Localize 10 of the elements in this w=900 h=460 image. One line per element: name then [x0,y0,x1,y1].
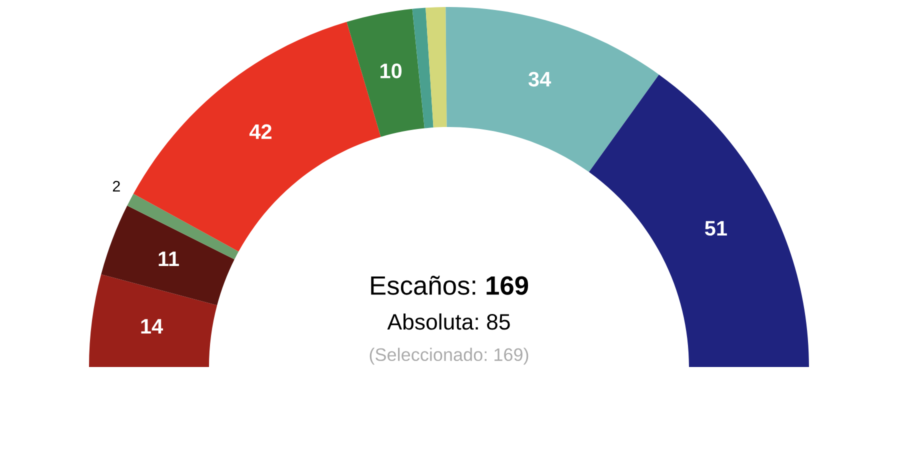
text: Escaños: 169 [371,276,528,295]
text: Absoluta: 85 [387,313,510,330]
data-label: 34 [528,72,552,87]
data-label: 14 [141,319,164,334]
text: (Seleccionado: 169) [370,348,528,365]
data-label: 10 [380,64,402,78]
data-label: 11 [158,252,179,266]
data-label: 51 [704,221,727,236]
data-label: 42 [249,124,272,139]
data-label: 2 [112,180,120,192]
